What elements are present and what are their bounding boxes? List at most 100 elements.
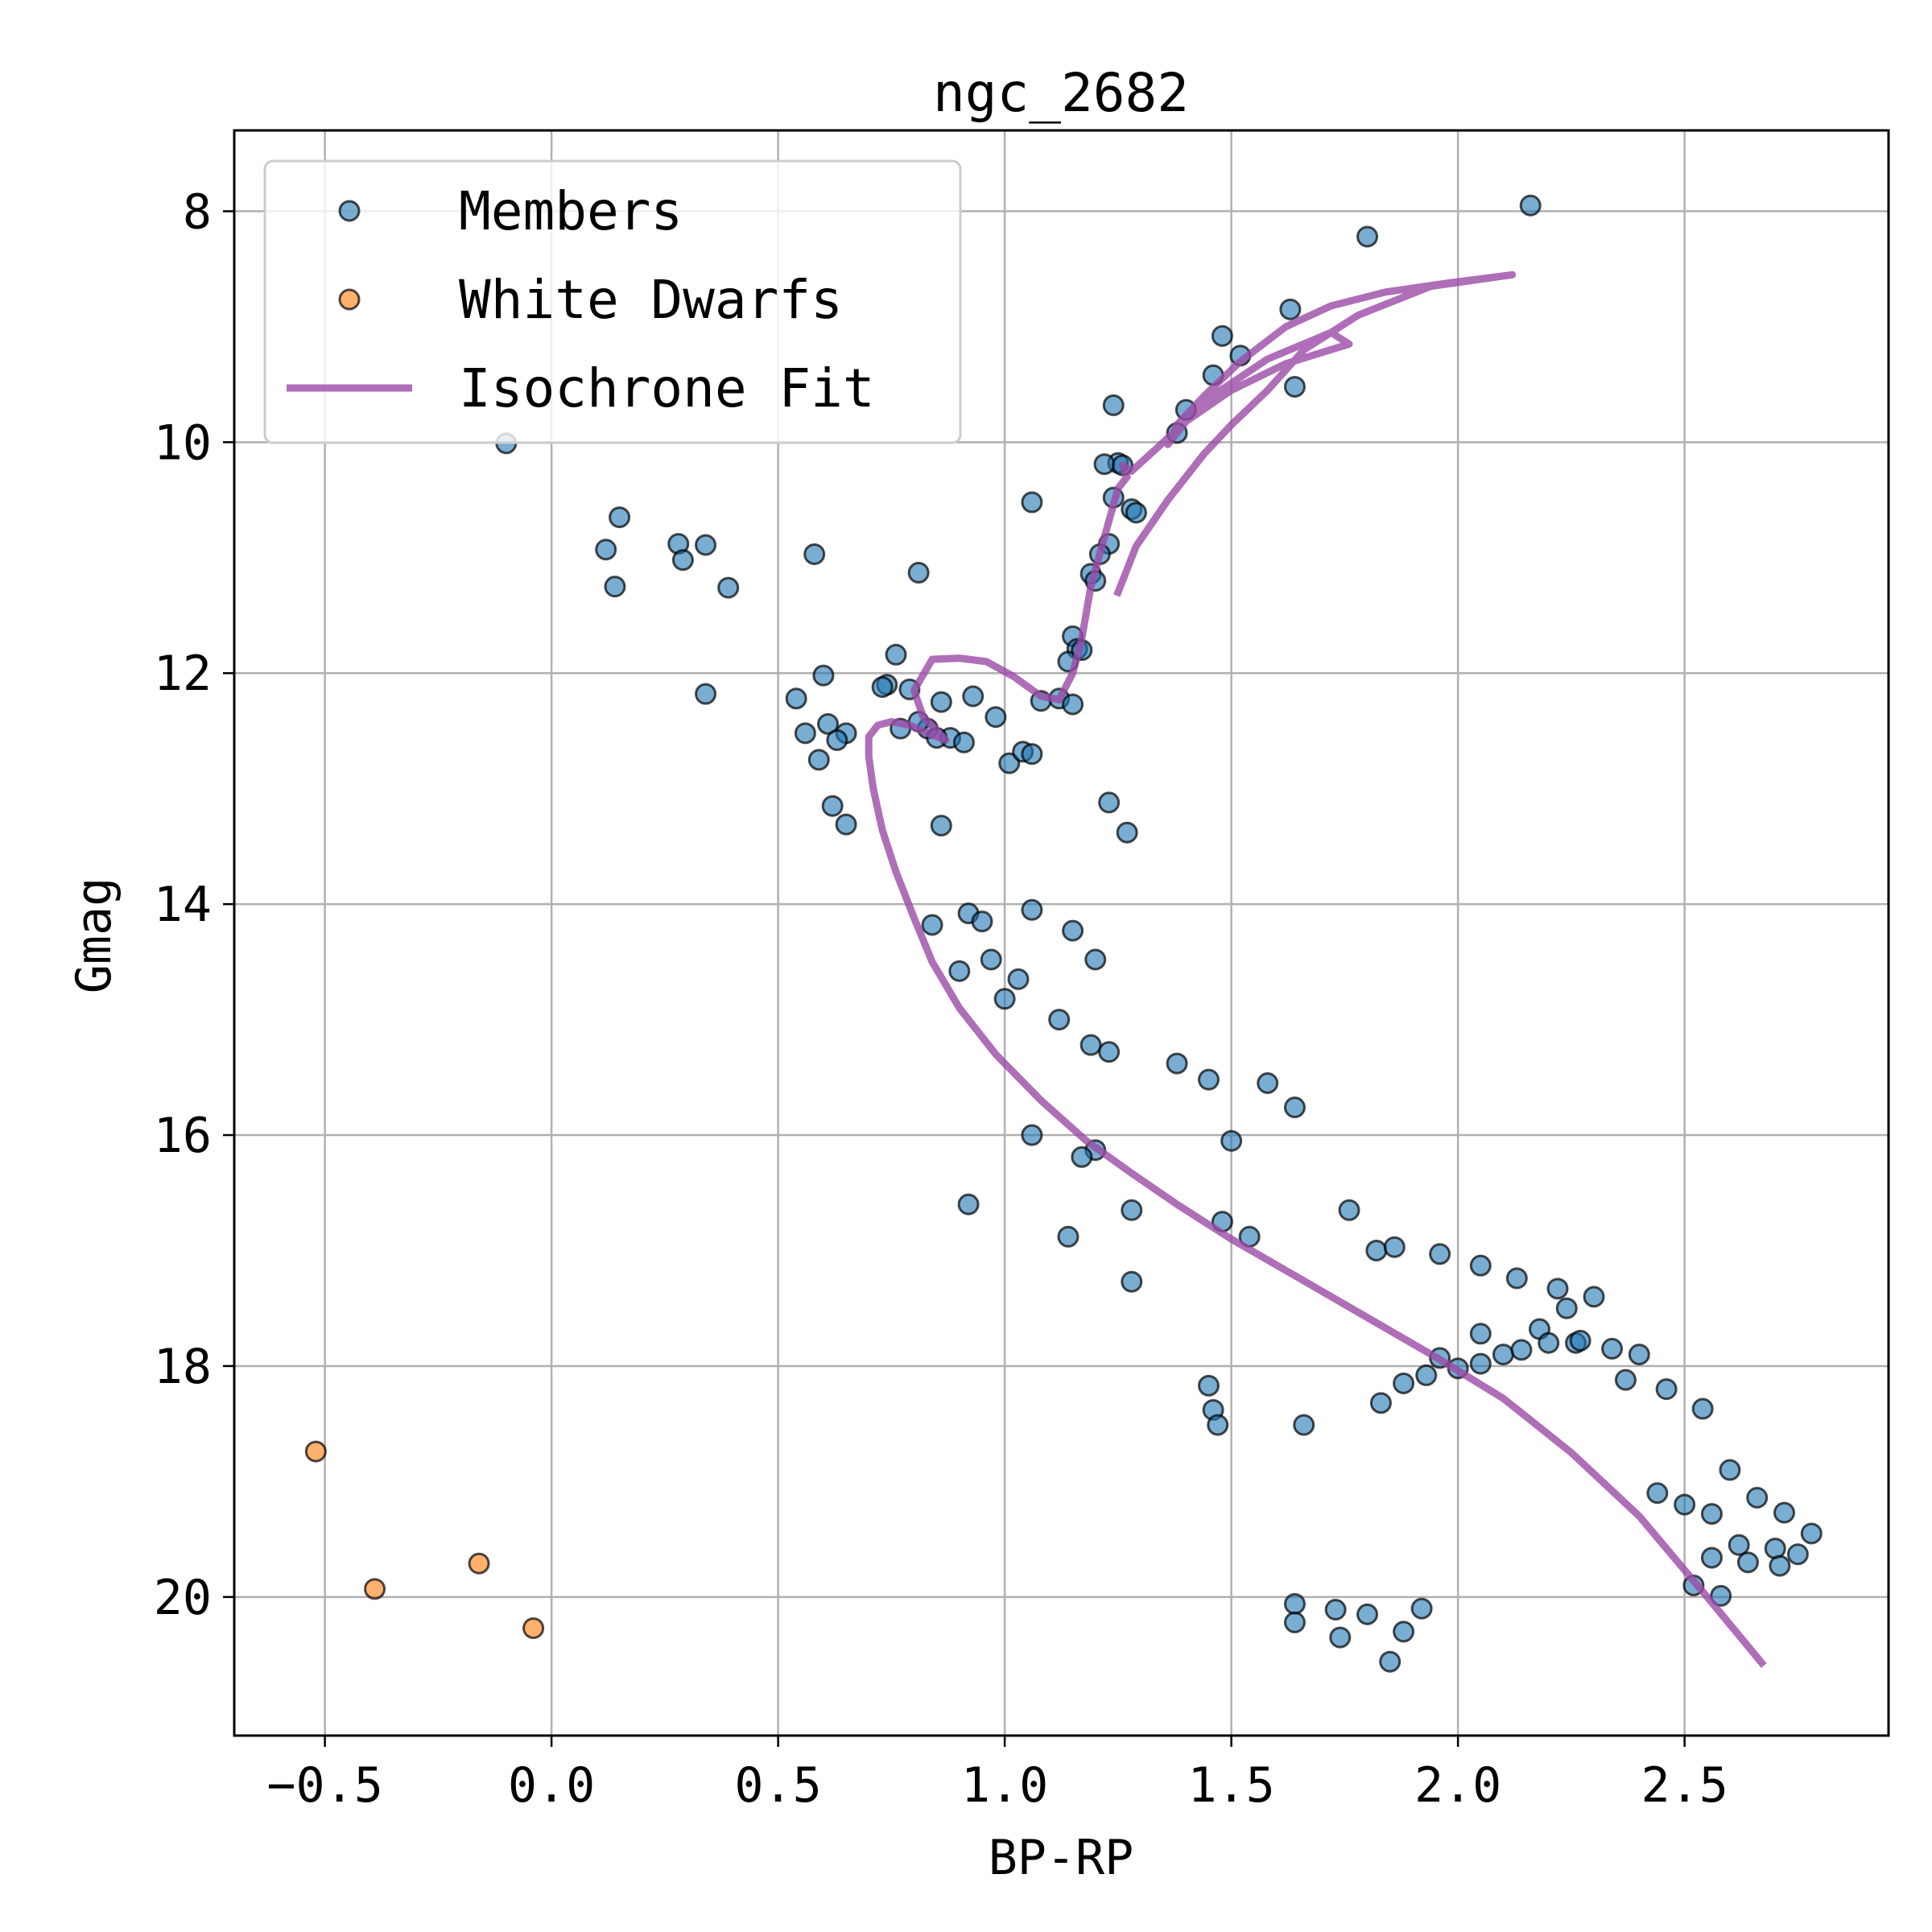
member-point <box>1786 1543 1809 1566</box>
member-point <box>1121 1199 1143 1221</box>
member-point <box>695 683 717 705</box>
member-point <box>952 731 975 753</box>
member-point <box>695 534 717 556</box>
member-point <box>1492 1344 1514 1366</box>
member-point <box>1700 1546 1723 1569</box>
member-point <box>1197 1068 1220 1091</box>
member-point <box>1071 1146 1093 1168</box>
member-point <box>1728 1534 1750 1556</box>
x-tick-label: 0.5 <box>734 1757 821 1814</box>
legend-box <box>263 159 962 444</box>
member-point <box>821 795 844 817</box>
member-point <box>1773 1501 1796 1524</box>
member-point <box>1555 1297 1578 1319</box>
member-point <box>826 729 848 751</box>
member-point <box>1021 743 1043 766</box>
y-tick-label: 20 <box>154 1570 212 1626</box>
member-point <box>1356 225 1379 248</box>
member-point <box>1719 1459 1741 1481</box>
y-tick-label: 18 <box>154 1339 212 1395</box>
member-point <box>1365 1239 1388 1261</box>
legend-label: Isochrone Fit <box>459 357 875 419</box>
member-point <box>930 815 952 837</box>
legend-marker <box>338 200 361 222</box>
member-point <box>1569 1329 1591 1352</box>
x-axis-ticks: −0.5 0.0 0.5 1.0 1.5 2.0 2.5 <box>266 1736 1728 1814</box>
member-point <box>1614 1368 1637 1391</box>
member-point <box>717 576 740 599</box>
member-point <box>671 549 694 572</box>
member-point <box>1093 453 1116 476</box>
x-tick-label: 2.0 <box>1414 1757 1501 1814</box>
member-point <box>871 675 894 698</box>
member-point <box>907 561 930 584</box>
legend-label: White Dwarfs <box>459 269 843 331</box>
x-tick-label: −0.5 <box>266 1757 383 1814</box>
member-point <box>1257 1071 1279 1094</box>
member-point <box>1710 1584 1732 1607</box>
plot-area <box>304 194 1823 1673</box>
member-point <box>812 664 835 687</box>
member-point <box>1283 375 1306 398</box>
member-point <box>1021 898 1043 921</box>
legend-marker <box>338 288 361 311</box>
x-tick-label: 2.5 <box>1641 1757 1728 1814</box>
member-point <box>1220 1129 1243 1152</box>
member-point <box>1469 1352 1492 1375</box>
member-point <box>921 914 943 936</box>
member-point <box>1283 1096 1306 1119</box>
member-point <box>1538 1331 1560 1354</box>
member-point <box>1211 324 1233 347</box>
member-point <box>1469 1323 1492 1345</box>
member-point <box>971 910 993 933</box>
y-tick-label: 10 <box>154 415 212 471</box>
white-dwarf-point <box>468 1552 490 1575</box>
member-point <box>1393 1372 1415 1394</box>
member-point <box>957 1193 980 1216</box>
member-point <box>595 539 617 561</box>
member-point <box>785 687 807 710</box>
member-point <box>817 712 840 735</box>
member-point <box>1283 1611 1306 1633</box>
chart-title: ngc_2682 <box>933 62 1189 124</box>
member-point <box>1510 1339 1533 1361</box>
member-point <box>1410 1597 1433 1620</box>
member-point <box>803 543 826 565</box>
member-point <box>1329 1626 1352 1649</box>
member-point <box>985 706 1007 729</box>
member-point <box>980 948 1002 971</box>
member-point <box>948 960 971 982</box>
y-tick-label: 12 <box>154 646 212 702</box>
x-tick-label: 0.0 <box>508 1757 595 1814</box>
member-point <box>1769 1554 1791 1577</box>
plot-frame <box>233 129 1890 1737</box>
member-point <box>1048 1009 1071 1031</box>
member-point <box>1800 1522 1823 1545</box>
member-point <box>1166 1052 1188 1075</box>
member-point <box>1197 1374 1220 1397</box>
y-tick-label: 14 <box>154 877 212 933</box>
isochrone-line <box>865 270 1767 1668</box>
member-point <box>1021 1124 1043 1146</box>
member-point <box>993 988 1016 1010</box>
member-point <box>885 643 907 666</box>
member-point <box>1207 1414 1229 1436</box>
legend-label: Members <box>459 180 683 242</box>
member-point <box>1062 693 1084 716</box>
member-point <box>1505 1267 1528 1290</box>
member-point <box>1007 968 1030 990</box>
white-dwarf-point <box>304 1440 327 1463</box>
x-tick-label: 1.5 <box>1187 1757 1274 1814</box>
member-point <box>1098 791 1121 814</box>
member-point <box>1102 394 1125 416</box>
x-tick-label: 1.0 <box>961 1757 1048 1814</box>
member-point <box>1519 194 1542 217</box>
white-dwarf-point <box>522 1617 545 1640</box>
member-point <box>1369 1392 1392 1414</box>
y-axis-ticks: 8 10 12 14 16 18 20 <box>154 184 234 1626</box>
member-point <box>1674 1493 1696 1516</box>
member-point <box>807 749 830 771</box>
y-tick-label: 16 <box>154 1108 212 1164</box>
member-point <box>1062 919 1084 942</box>
member-point <box>1601 1337 1624 1360</box>
